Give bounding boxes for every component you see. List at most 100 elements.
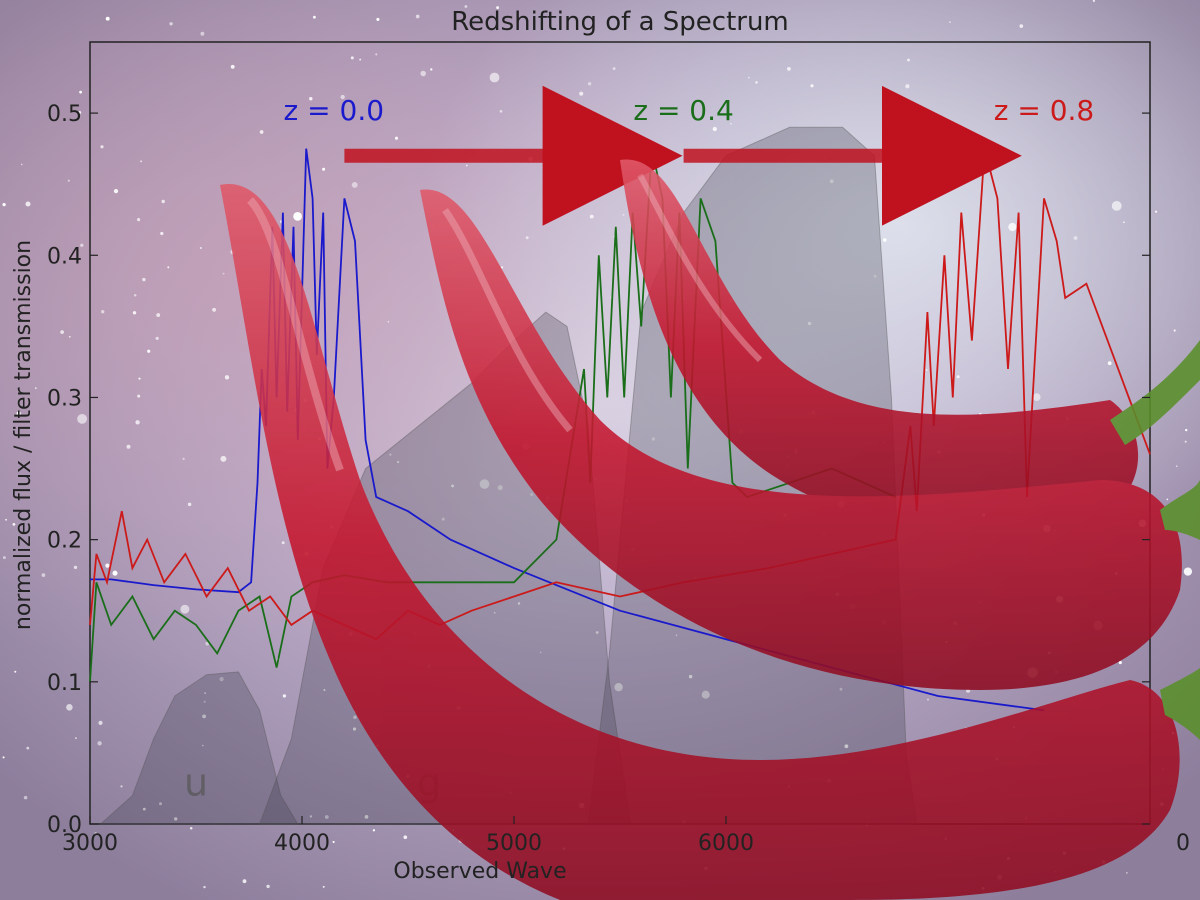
star: [98, 720, 103, 725]
star: [1019, 24, 1024, 28]
annotations: z = 0.0z = 0.4z = 0.8ug: [184, 94, 1094, 804]
star: [68, 335, 71, 338]
star: [160, 231, 164, 236]
star: [1118, 661, 1122, 665]
star: [387, 320, 390, 323]
star: [101, 310, 105, 314]
star: [465, 164, 468, 167]
pepper-highlight: [442, 207, 573, 433]
y-axis-label: normalized flux / filter transmission: [11, 240, 36, 630]
y-tick-label: 0.3: [47, 386, 82, 411]
star: [2, 202, 6, 207]
star: [375, 53, 378, 56]
star: [309, 815, 313, 818]
star: [1032, 393, 1041, 401]
star: [34, 387, 37, 389]
star: [451, 484, 455, 488]
spectrum-line-0: [90, 148, 1045, 712]
star: [554, 140, 557, 142]
pepper-3-top: [620, 159, 1139, 528]
pepper-1-bottom: [220, 184, 1180, 900]
star: [201, 744, 204, 747]
axis-ticks: 3000 4000 5000 6000 0.0 0.1 0.2 0.3 0.4 0.5: [47, 102, 1150, 856]
star: [497, 485, 503, 491]
star: [281, 541, 285, 545]
star: [1184, 440, 1187, 443]
x-axis-label: Observed Wave: [393, 859, 566, 884]
star: [142, 807, 146, 811]
star: [1111, 201, 1122, 211]
star: [105, 563, 110, 568]
star: [112, 570, 118, 576]
star: [142, 277, 146, 282]
star: [202, 714, 207, 719]
star: [105, 16, 110, 21]
star: [332, 840, 335, 844]
star: [97, 741, 102, 746]
star: [389, 453, 392, 456]
star: [324, 815, 329, 819]
star: [525, 236, 529, 240]
star: [1166, 498, 1169, 501]
star: [212, 307, 217, 312]
star: [493, 611, 496, 614]
y-tick-label: 0.1: [47, 671, 82, 696]
y-tick-label: 0.4: [47, 244, 82, 269]
star: [614, 683, 623, 692]
star: [2, 556, 6, 560]
star: [199, 246, 202, 250]
star: [266, 884, 270, 889]
star: [100, 145, 104, 149]
star: [20, 163, 23, 166]
star: [133, 294, 137, 297]
star: [126, 444, 131, 449]
star: [259, 130, 264, 134]
star: [612, 67, 616, 71]
star: [807, 321, 812, 326]
star: [5, 518, 7, 521]
star: [372, 829, 376, 832]
star: [156, 313, 161, 318]
star: [169, 22, 173, 26]
star: [73, 565, 78, 570]
star: [364, 815, 369, 819]
star: [293, 108, 296, 111]
x-tick-label: 6000: [698, 831, 754, 856]
star: [844, 744, 849, 749]
chili-pepper-overlay: [220, 159, 1200, 900]
x-tick-label: 4000: [274, 831, 330, 856]
star: [949, 21, 951, 23]
star: [137, 218, 141, 222]
star: [579, 91, 584, 96]
star: [420, 70, 426, 77]
x-tick-label: 3000: [62, 831, 118, 856]
star: [701, 690, 710, 699]
star: [1175, 465, 1178, 468]
star: [530, 493, 534, 496]
star: [500, 266, 504, 269]
pepper-1-stem: [1160, 668, 1200, 740]
star: [147, 349, 151, 353]
star: [496, 6, 500, 10]
star: [688, 674, 693, 679]
star: [200, 31, 205, 36]
star: [340, 94, 345, 100]
star: [956, 375, 960, 379]
star: [479, 479, 490, 489]
pepper-3-stem: [1110, 340, 1200, 445]
redshift-label-1: z = 0.4: [633, 94, 734, 127]
redshift-label-2: z = 0.8: [994, 94, 1095, 127]
star: [350, 56, 354, 60]
star: [730, 122, 732, 125]
star: [182, 457, 185, 461]
axes-text: Redshifting of a Spectrum Observed Wave …: [11, 7, 1190, 884]
star: [25, 201, 31, 207]
star: [219, 677, 224, 682]
pepper-highlight: [637, 173, 763, 363]
star: [394, 136, 399, 140]
star: [312, 15, 316, 19]
y-tick-label: 0.0: [47, 813, 82, 838]
star: [925, 369, 928, 371]
star: [120, 785, 123, 788]
star: [359, 58, 362, 61]
